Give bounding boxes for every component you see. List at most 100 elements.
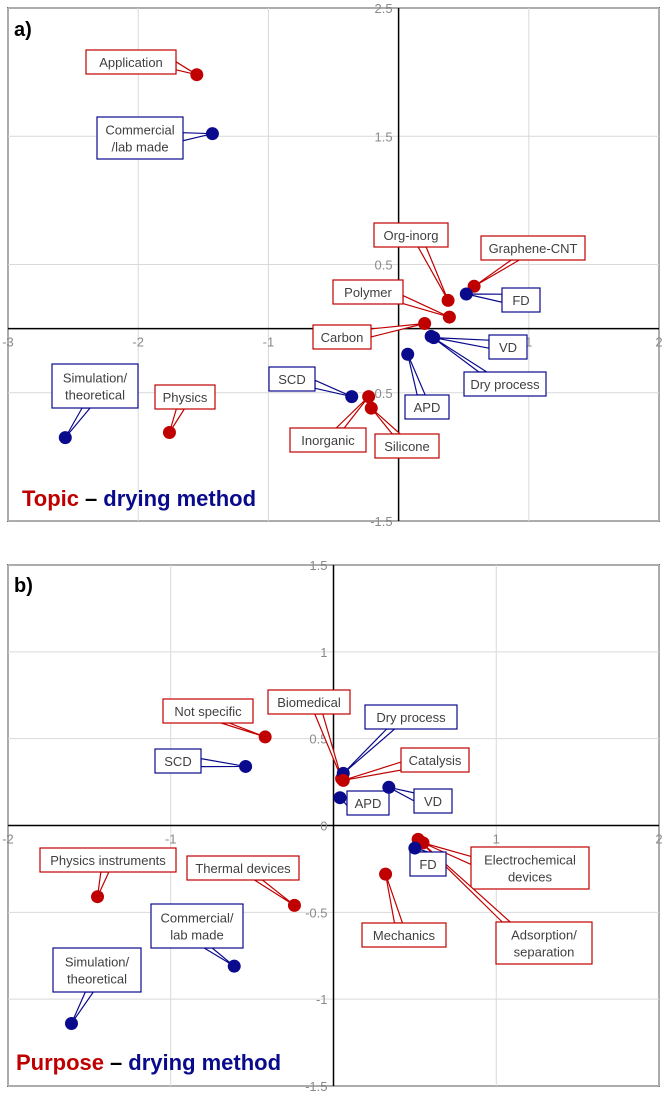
x-tick-label: -1 — [263, 335, 275, 350]
point-label: separation — [514, 945, 575, 960]
data-point-group: Application — [85, 49, 204, 82]
label-box — [96, 116, 184, 160]
point-label: VD — [499, 340, 517, 355]
label-box — [85, 49, 177, 75]
point-label: FD — [512, 293, 529, 308]
point-label: Mechanics — [373, 928, 436, 943]
point-label: Simulation/ — [63, 371, 128, 386]
data-point-group: Physics instruments — [39, 847, 177, 904]
label-box — [361, 922, 447, 948]
x-tick-label: 1 — [493, 832, 500, 847]
data-point-group: APD — [333, 790, 390, 816]
label-box — [413, 788, 453, 814]
point-label: FD — [419, 857, 436, 872]
point-label: Simulation/ — [65, 955, 130, 970]
data-point-method — [459, 287, 473, 301]
point-label: devices — [508, 870, 553, 885]
panel-label: b) — [14, 575, 33, 597]
data-point-group: Commercial/lab made — [96, 116, 219, 160]
data-point-topic — [364, 401, 378, 415]
label-box — [470, 846, 590, 890]
data-point-group: Thermal devices — [186, 855, 301, 912]
y-tick-label: -0.5 — [370, 386, 392, 401]
point-label: Electrochemical — [484, 853, 576, 868]
label-box — [289, 427, 367, 453]
y-tick-label: -1.5 — [305, 1079, 327, 1093]
label-box — [268, 366, 316, 392]
label-box — [346, 790, 390, 816]
data-point-group: Catalysis — [336, 747, 470, 787]
label-box — [186, 855, 300, 881]
data-point-group: Org-inorg — [373, 222, 455, 307]
data-point-method — [205, 127, 219, 141]
point-label: Commercial — [105, 123, 174, 138]
label-box — [364, 704, 458, 730]
data-point-topic — [418, 316, 432, 330]
label-box — [39, 847, 177, 873]
point-label: SCD — [164, 754, 191, 769]
data-point-method — [382, 780, 396, 794]
data-point-group: Silicone — [364, 401, 440, 459]
data-point-topic — [362, 390, 376, 404]
y-tick-label: -0.5 — [305, 905, 327, 920]
chart-panel-a: -3 -2 -1 1 2 2.5 1.5 0.5 -0.5 -1.5 a) Application Co… — [2, 1, 662, 529]
data-point-group: Commercial/lab made — [150, 903, 244, 973]
point-label: Biomedical — [277, 695, 341, 710]
y-tick-label: 0.5 — [309, 732, 327, 747]
data-point-group: SCD — [268, 366, 359, 404]
title-blue-part: drying method — [128, 1050, 281, 1075]
data-point-group: Carbon — [312, 316, 432, 350]
label-box — [267, 689, 351, 715]
label-box — [154, 384, 216, 410]
label-box — [501, 287, 541, 313]
label-box — [52, 947, 142, 993]
data-point-method — [333, 791, 347, 805]
data-point-group: Physics — [154, 384, 216, 440]
label-box — [332, 279, 404, 305]
data-point-group: FD — [459, 287, 541, 313]
point-label: Graphene-CNT — [489, 241, 578, 256]
y-tick-label: 1.5 — [309, 558, 327, 573]
data-point-group: FD — [408, 841, 447, 877]
x-tick-label: -3 — [2, 335, 14, 350]
label-box — [488, 334, 528, 360]
point-label: Dry process — [470, 377, 540, 392]
point-label: Polymer — [344, 285, 392, 300]
label-box — [400, 747, 470, 773]
data-point-group: Dry process — [424, 329, 547, 397]
point-label: Not specific — [174, 704, 242, 719]
label-box — [373, 222, 449, 248]
data-point-topic — [336, 773, 350, 787]
data-point-topic — [379, 867, 393, 881]
chart-panel-b: -2 -1 1 2 1.5 1 0.5 0 -0.5 -1 -1.5 b) Not specific SC… — [2, 558, 662, 1093]
x-tick-label: -2 — [132, 335, 144, 350]
data-point-topic — [258, 730, 272, 744]
data-point-group: Dry process — [336, 704, 458, 780]
data-point-group: Inorganic — [289, 390, 376, 453]
data-point-method — [239, 759, 253, 773]
panel-label: a) — [14, 19, 32, 41]
label-box — [480, 235, 586, 261]
point-label: Inorganic — [301, 433, 355, 448]
x-tick-label: 1 — [525, 335, 532, 350]
data-point-group: Not specific — [162, 698, 272, 744]
x-tick-label: -2 — [2, 832, 14, 847]
data-point-group: Simulation/theoretical — [52, 947, 142, 1030]
data-point-topic — [190, 68, 204, 82]
y-tick-label: 0 — [320, 819, 327, 834]
data-point-group: Electrochemical devices — [416, 836, 590, 890]
point-label: VD — [424, 794, 442, 809]
data-point-group: Mechanics — [361, 867, 447, 948]
point-label: APD — [414, 400, 441, 415]
y-tick-label: 1 — [320, 645, 327, 660]
point-label: Org-inorg — [384, 228, 439, 243]
point-label: /lab made — [111, 140, 168, 155]
data-point-group: SCD — [154, 748, 253, 774]
data-point-method — [408, 841, 422, 855]
data-point-topic — [442, 310, 456, 324]
x-tick-label: -1 — [165, 832, 177, 847]
data-point-topic — [91, 890, 105, 904]
point-label: Catalysis — [409, 753, 462, 768]
label-box — [404, 394, 450, 420]
